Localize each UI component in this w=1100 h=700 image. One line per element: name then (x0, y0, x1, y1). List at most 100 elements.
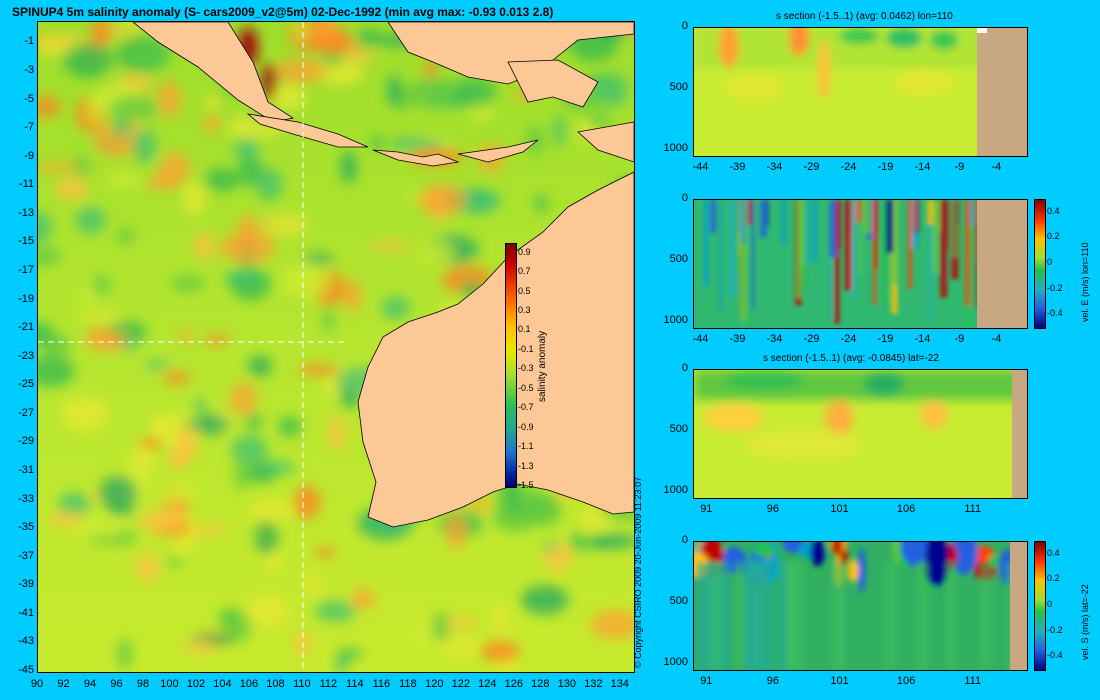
map-x-tick-124: 124 (478, 678, 497, 690)
section4-colorbar-tick-0.4: 0.4 (1047, 547, 1060, 558)
map-x-tick-96: 96 (110, 678, 123, 690)
land-masses (132, 22, 634, 528)
map-y-tick--17: -17 (18, 264, 34, 276)
section1-title: s section (-1.5..1) (avg: 0.0462) lon=11… (776, 11, 953, 22)
map-colorbar-tick--1.5: -1.5 (518, 480, 534, 490)
map-x-tick-102: 102 (186, 678, 206, 690)
section2-velocity-bands (703, 200, 980, 327)
map-colorbar-tick--0.9: -0.9 (518, 421, 534, 432)
section2-colorbar-tick--0.4: -0.4 (1047, 308, 1063, 319)
section4-x-tick-101: 101 (830, 675, 849, 687)
section3-panel (693, 369, 1028, 499)
map-y-tick--15: -15 (18, 235, 34, 248)
map-colorbar-tick-0.1: 0.1 (518, 324, 531, 335)
map-y-tick--19: -19 (18, 292, 34, 305)
section4-y-tick-0: 0 (681, 534, 688, 546)
map-x-tick-128: 128 (531, 678, 550, 690)
map-y-tick--21: -21 (18, 321, 34, 334)
section1-x-tick--4: -4 (991, 161, 1002, 173)
section1-x-tick--14: -14 (914, 161, 931, 173)
section1-x-tick--24: -24 (840, 161, 857, 173)
map-x-tick-132: 132 (584, 678, 603, 690)
section4-x-tick-111: 111 (964, 675, 982, 687)
section3-y-tick-500: 500 (669, 422, 688, 435)
map-y-tick--37: -37 (18, 549, 34, 562)
map-x-tick-120: 120 (425, 678, 444, 690)
map-x-tick-114: 114 (346, 678, 364, 690)
section2-colorbar-tick-0.2: 0.2 (1047, 231, 1060, 242)
map-x-tick-122: 122 (451, 678, 470, 690)
map-colorbar-tick--1.3: -1.3 (518, 460, 534, 471)
section3-title: s section (-1.5..1) (avg: -0.0845) lat=-… (763, 353, 939, 364)
map-colorbar (505, 243, 517, 488)
section2-colorbar-tick-0.4: 0.4 (1047, 205, 1060, 216)
map-y-tick--27: -27 (18, 406, 34, 419)
map-colorbar-tick--0.7: -0.7 (518, 402, 534, 413)
section1-y-tick-0: 0 (681, 20, 688, 32)
map-y-tick--11: -11 (18, 178, 34, 191)
map-x-tick-116: 116 (372, 678, 391, 690)
section3-x-tick-106: 106 (896, 503, 916, 515)
section1-x-tick--29: -29 (803, 161, 820, 173)
map-y-tick--43: -43 (18, 635, 34, 648)
map-y-tick--39: -39 (18, 578, 34, 591)
section2-x-tick--34: -34 (766, 333, 783, 345)
section2-x-tick--29: -29 (803, 333, 820, 345)
section1-x-tick--34: -34 (766, 161, 783, 173)
nusa-tenggara-land (372, 149, 460, 167)
section4-velocity-bands (694, 542, 1016, 670)
section2-colorbar (1034, 199, 1046, 329)
section2-x-tick--39: -39 (729, 333, 746, 345)
sulawesi-land (507, 59, 599, 108)
section4-colorbar-label: vel. S (m/s) lat=-22 (1080, 584, 1090, 660)
section1-x-tick--44: -44 (692, 161, 709, 173)
section4-y-tick-1000: 1000 (663, 655, 688, 668)
map-y-tick--25: -25 (18, 378, 34, 391)
section4-x-tick-96: 96 (766, 675, 780, 687)
section1-x-tick--19: -19 (877, 161, 894, 173)
map-title: SPINUP4 5m salinity anomaly (S- cars2009… (12, 5, 554, 19)
map-x-tick-106: 106 (239, 678, 259, 690)
copyright-text: © Copyright CSIRO 2009 20-Jun-2009 11:23… (633, 476, 643, 668)
map-y-tick--9: -9 (24, 149, 34, 162)
section1-y-tick-1000: 1000 (663, 141, 688, 154)
map-y-tick--31: -31 (18, 464, 34, 476)
section3-x-tick-91: 91 (700, 503, 713, 515)
map-x-tick-112: 112 (319, 678, 338, 690)
section3-svg (694, 370, 1027, 498)
map-colorbar-label: salinity anomaly (537, 330, 548, 402)
section3-x-tick-101: 101 (830, 503, 849, 515)
map-colorbar-tick--0.3: -0.3 (518, 363, 534, 374)
timor-land (457, 139, 539, 163)
section2-x-tick--4: -4 (991, 333, 1002, 345)
section2-colorbar-tick--0.2: -0.2 (1047, 282, 1063, 293)
section3-y-tick-1000: 1000 (663, 483, 688, 496)
section2-x-tick--9: -9 (954, 333, 965, 345)
section4-x-tick-106: 106 (896, 675, 916, 687)
section4-colorbar (1034, 541, 1046, 671)
section2-x-tick--19: -19 (877, 333, 894, 345)
section1-panel (693, 27, 1028, 157)
salinity-eddies (38, 22, 634, 672)
map-y-tick--23: -23 (18, 349, 34, 362)
section4-colorbar-tick--0.4: -0.4 (1047, 650, 1063, 661)
map-x-tick-130: 130 (557, 678, 576, 690)
map-x-tick-134: 134 (610, 678, 629, 690)
section2-y-tick-1000: 1000 (663, 313, 688, 326)
section4-svg (694, 542, 1027, 670)
section1-y-tick-500: 500 (669, 80, 688, 93)
section4-colorbar-tick-0: 0 (1047, 599, 1053, 609)
map-y-tick--33: -33 (18, 492, 34, 505)
section2-y-tick-500: 500 (669, 252, 688, 265)
map-y-tick--5: -5 (24, 92, 34, 105)
map-x-tick-104: 104 (213, 678, 232, 690)
section1-svg (694, 28, 1027, 156)
map-x-tick-94: 94 (83, 678, 97, 690)
map-y-tick--13: -13 (18, 206, 34, 219)
section1-x-tick--9: -9 (954, 161, 965, 173)
section2-svg (694, 200, 1027, 328)
section2-x-tick--24: -24 (840, 333, 857, 345)
section4-colorbar-tick-0.2: 0.2 (1047, 573, 1060, 584)
map-x-tick-100: 100 (160, 678, 179, 690)
section4-colorbar-tick--0.2: -0.2 (1047, 624, 1063, 635)
